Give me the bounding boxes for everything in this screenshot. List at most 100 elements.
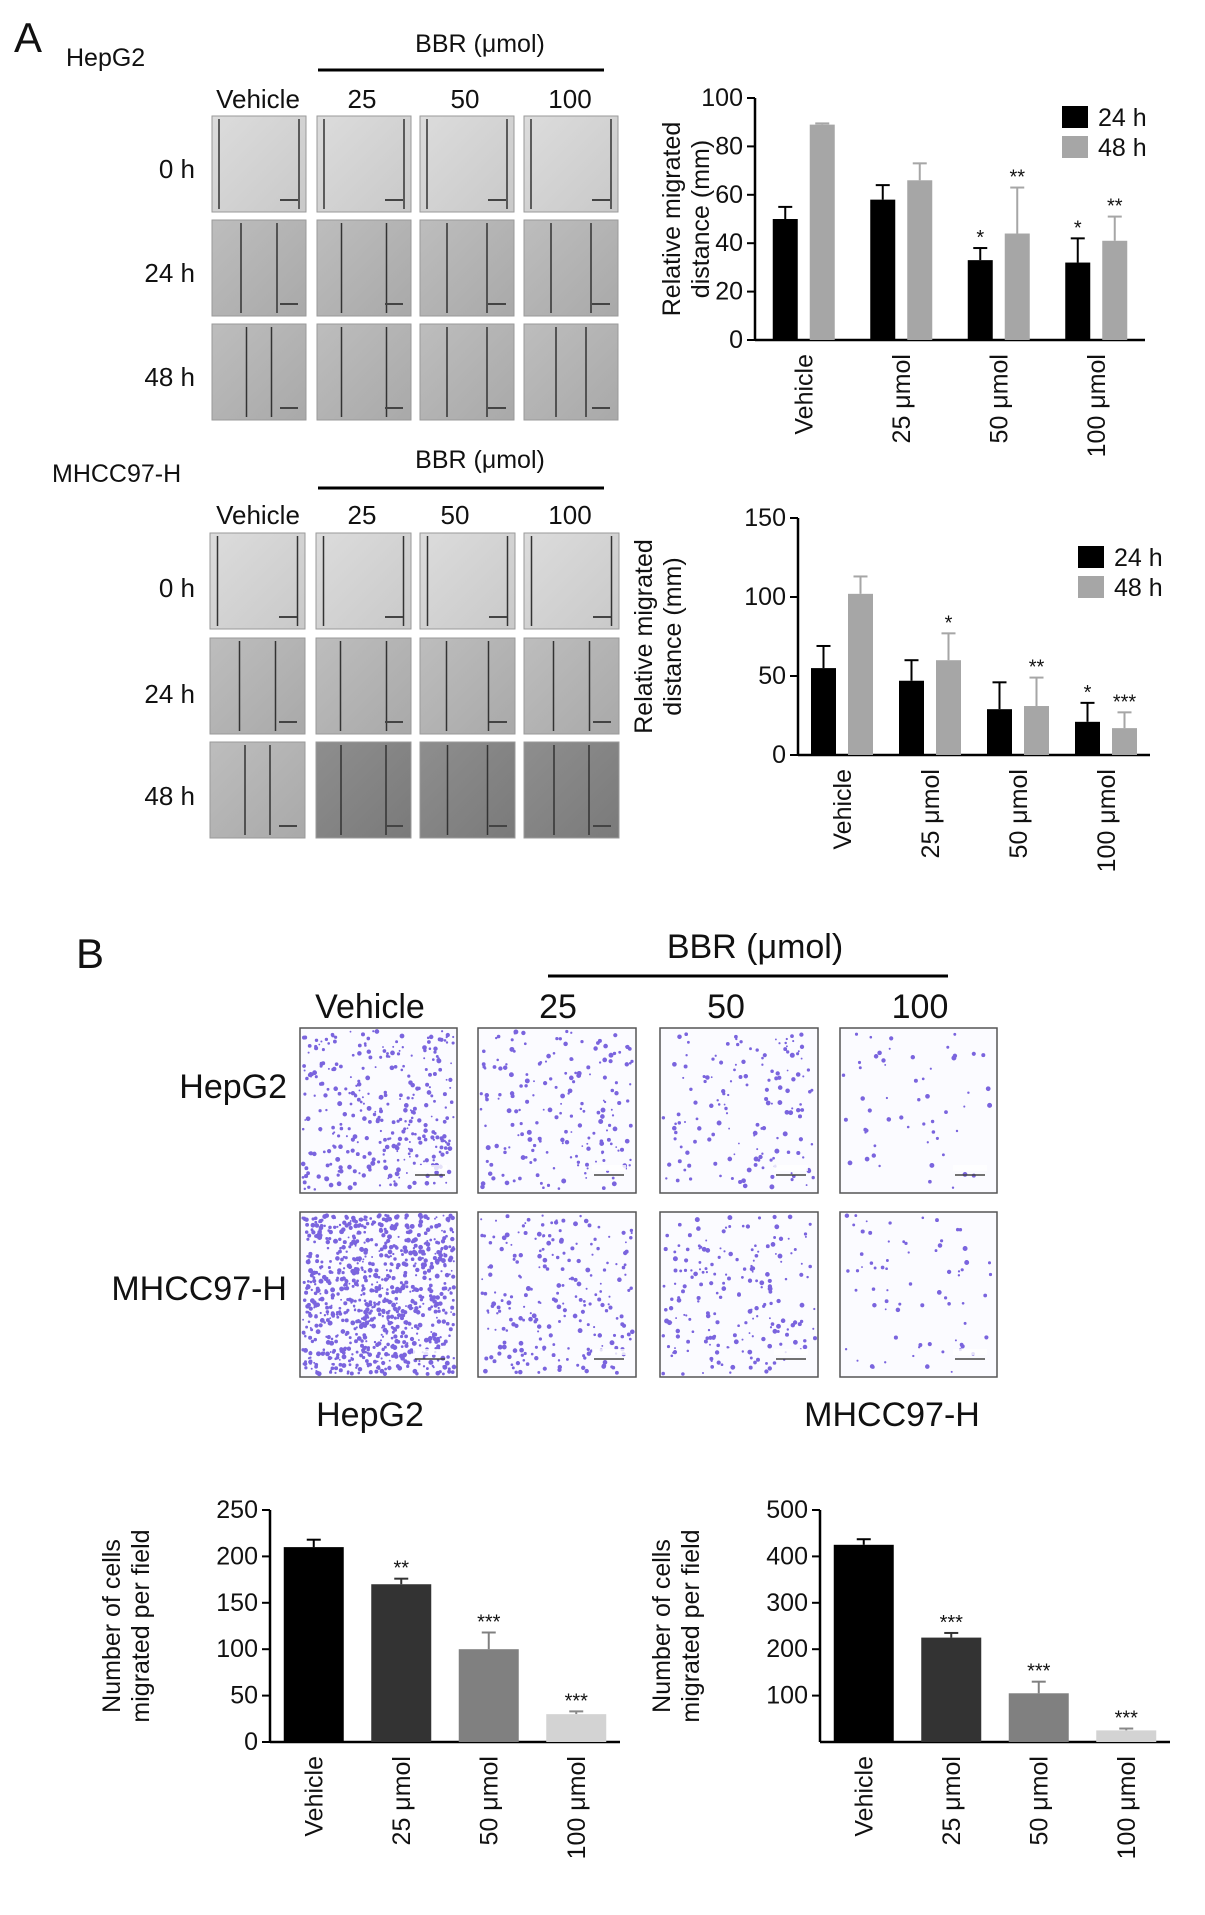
wound-image xyxy=(316,323,412,421)
mhcc-transwell-chart: 100 200 300 400 500 Number of cellsmigrated p… xyxy=(648,1496,1170,1859)
x-tick-label: Vehicle xyxy=(791,354,819,435)
legend-label: 48 h xyxy=(1114,574,1163,602)
wound-image xyxy=(209,637,306,735)
panel-label-a: A xyxy=(14,14,42,61)
wound-image xyxy=(523,741,620,839)
legend-label: 48 h xyxy=(1098,134,1147,162)
stained-cells xyxy=(661,1214,818,1376)
x-tick-label: 25 μmol xyxy=(917,769,945,858)
y-tick-label: 150 xyxy=(216,1589,258,1617)
bar xyxy=(1096,1730,1157,1742)
transwell-chart-title: HepG2 xyxy=(316,1396,424,1434)
wound-image xyxy=(209,741,306,839)
y-tick-label: 0 xyxy=(244,1728,258,1756)
wound-image xyxy=(211,323,307,421)
mhcc-col-label: 25 xyxy=(348,500,377,530)
wound-image xyxy=(523,532,620,630)
hepg2-col-label: 25 xyxy=(348,84,377,114)
y-tick-label: 300 xyxy=(766,1589,808,1617)
transwell-col-label: 100 xyxy=(892,988,949,1026)
mhcc-col-label: 100 xyxy=(548,500,591,530)
bar xyxy=(1112,728,1137,755)
x-tick-label: 100 μmol xyxy=(1093,769,1121,872)
x-tick-label: 100 μmol xyxy=(563,1756,591,1859)
transwell-row-label: MHCC97-H xyxy=(111,1270,287,1308)
transwell-treatment-label: BBR (μmol) xyxy=(667,928,843,966)
hepg2-cell-line-label: HepG2 xyxy=(66,44,145,72)
transwell-row-label: HepG2 xyxy=(179,1068,287,1106)
stained-cells xyxy=(480,1214,635,1375)
y-tick-label: 200 xyxy=(216,1542,258,1570)
mhcc-col-label: Vehicle xyxy=(216,500,300,530)
wound-image xyxy=(315,532,412,630)
legend-swatch xyxy=(1062,136,1088,158)
bar xyxy=(811,668,836,755)
y-axis-label: Number of cellsmigrated per field xyxy=(98,1529,155,1722)
y-tick-label: 60 xyxy=(715,181,743,209)
wound-image xyxy=(523,323,619,421)
significance-mark: ** xyxy=(1107,196,1123,218)
y-tick-label: 200 xyxy=(766,1635,808,1663)
x-tick-label: Vehicle xyxy=(301,1756,329,1837)
y-tick-label: 150 xyxy=(744,504,786,532)
wound-image xyxy=(523,219,619,317)
bar xyxy=(1075,721,1100,755)
bar xyxy=(458,1649,519,1742)
hepg2-treatment-label: BBR (μmol) xyxy=(415,30,545,58)
x-tick-label: 25 μmol xyxy=(388,1756,416,1845)
x-tick-label: 25 μmol xyxy=(888,354,916,443)
wound-image xyxy=(316,115,412,213)
wound-image xyxy=(419,115,515,213)
bar xyxy=(987,709,1012,755)
transwell-chart-title: MHCC97-H xyxy=(804,1396,980,1434)
significance-mark: *** xyxy=(477,1611,501,1633)
wound-image xyxy=(315,741,412,839)
hepg2-row-label: 48 h xyxy=(144,362,195,392)
significance-mark: ** xyxy=(1029,657,1045,679)
stained-cells xyxy=(661,1032,815,1190)
bar xyxy=(921,1637,982,1742)
x-tick-label: 100 μmol xyxy=(1083,354,1111,457)
hepg2-wound-micrographs: HepG2 BBR (μmol) Vehicle 25 50 100 0 h 2… xyxy=(66,30,619,421)
legend-swatch xyxy=(1078,546,1104,568)
mhcc-row-label: 48 h xyxy=(144,781,195,811)
mhcc-wound-chart: 0 50 100 150 Relative migrateddistance (mm) V… xyxy=(630,504,1163,872)
bar xyxy=(371,1584,432,1742)
y-tick-label: 100 xyxy=(216,1635,258,1663)
significance-mark: * xyxy=(1084,682,1092,704)
wound-image xyxy=(315,637,412,735)
bar xyxy=(907,180,933,340)
y-tick-label: 500 xyxy=(766,1496,808,1524)
bar xyxy=(833,1544,894,1742)
y-tick-label: 100 xyxy=(701,84,743,112)
significance-mark: ** xyxy=(1009,167,1025,189)
bar xyxy=(848,593,873,755)
y-tick-label: 0 xyxy=(772,741,786,769)
x-tick-label: 100 μmol xyxy=(1113,1756,1141,1859)
bar xyxy=(283,1547,344,1742)
wound-image xyxy=(419,323,515,421)
wound-image xyxy=(419,532,516,630)
legend-swatch xyxy=(1062,106,1088,128)
bar xyxy=(1065,262,1091,340)
wound-image xyxy=(419,741,516,839)
mhcc-cell-line-label: MHCC97-H xyxy=(52,460,181,488)
y-tick-label: 50 xyxy=(758,662,786,690)
bar xyxy=(1008,1693,1069,1742)
stained-cells xyxy=(300,1029,455,1191)
x-tick-label: Vehicle xyxy=(829,769,857,850)
significance-mark: * xyxy=(976,227,984,249)
wound-image xyxy=(209,532,306,630)
hepg2-transwell-chart: 0 50 100 150 200 250 Number of cellsmigrated p… xyxy=(98,1496,620,1859)
wound-image xyxy=(316,219,412,317)
y-axis-label: Number of cellsmigrated per field xyxy=(648,1529,705,1722)
x-tick-label: 50 μmol xyxy=(476,1756,504,1845)
significance-mark: *** xyxy=(1027,1661,1051,1683)
y-tick-label: 100 xyxy=(744,583,786,611)
bar xyxy=(1004,233,1030,340)
y-tick-label: 50 xyxy=(230,1682,258,1710)
x-tick-label: Vehicle xyxy=(851,1756,879,1837)
bar xyxy=(772,219,798,340)
y-tick-label: 250 xyxy=(216,1496,258,1524)
